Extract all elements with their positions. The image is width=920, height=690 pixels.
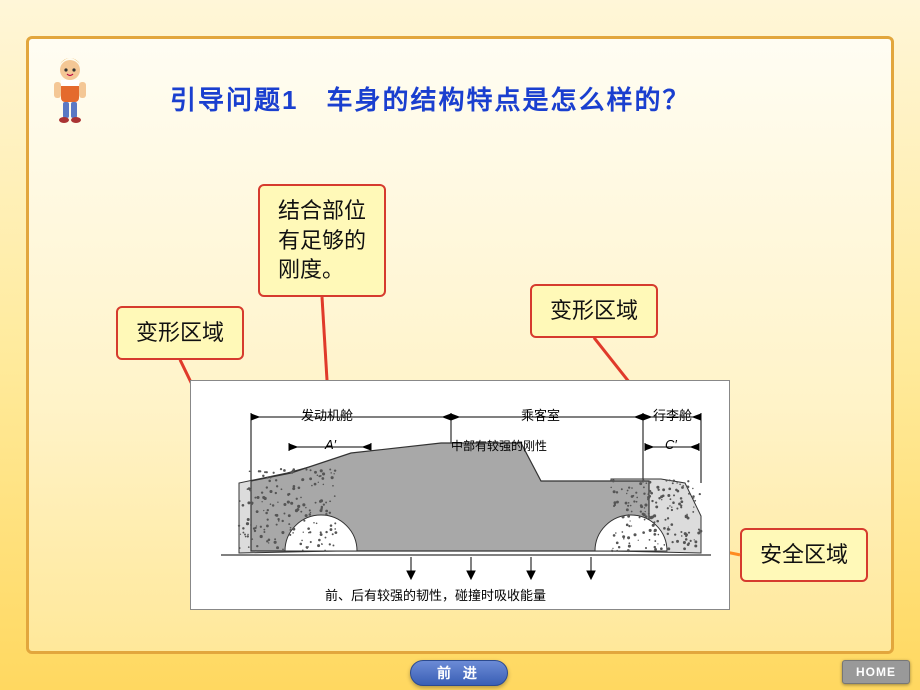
- label-mid: 中部有较强的刚性: [451, 437, 547, 454]
- home-button[interactable]: HOME: [842, 660, 910, 684]
- label-engine: 发动机舱: [301, 405, 353, 424]
- label-cabin: 乘客室: [521, 405, 560, 424]
- label-bottom: 前、后有较强的韧性，碰撞时吸收能量: [325, 585, 546, 604]
- label-c: C′: [665, 437, 677, 452]
- callout-right-deform: 变形区域: [530, 284, 658, 338]
- label-a: A′: [325, 437, 336, 452]
- car-diagram: 发动机舱 乘客室 行李舱 中部有较强的刚性 A′ C′ 前、后有较强的韧性，碰撞…: [190, 380, 730, 610]
- forward-button[interactable]: 前 进: [410, 660, 508, 686]
- callout-safe: 安全区域: [740, 528, 868, 582]
- mascot-icon: [46, 56, 94, 124]
- car-diagram-svg: [191, 381, 731, 611]
- callout-left-deform: 变形区域: [116, 306, 244, 360]
- label-trunk: 行李舱: [653, 405, 692, 424]
- slide-title: 引导问题1 车身的结构特点是怎么样的？: [170, 80, 690, 117]
- callout-joint: 结合部位 有足够的 刚度。: [258, 184, 386, 297]
